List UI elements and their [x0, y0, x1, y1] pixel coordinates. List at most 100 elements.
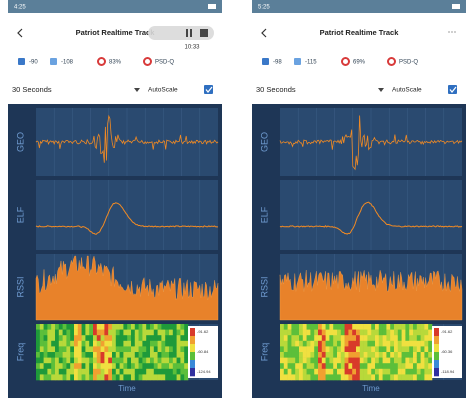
colorbar-segment	[434, 344, 439, 353]
heatmap-cell	[123, 374, 128, 381]
legend-checkbox[interactable]	[294, 58, 301, 65]
heatmap-cell	[352, 374, 357, 381]
heatmap-cell	[134, 346, 139, 353]
autoscale-checkbox[interactable]	[448, 85, 457, 94]
heatmap-cell	[367, 346, 372, 353]
heatmap-cell	[150, 335, 155, 342]
heatmap-cell	[386, 363, 391, 370]
heatmap-cell	[367, 352, 372, 358]
heatmap-cell	[287, 324, 292, 330]
heatmap-cell	[39, 368, 44, 375]
heatmap-cell	[413, 374, 418, 381]
heatmap-cell	[401, 374, 406, 381]
heatmap-cell	[314, 352, 319, 358]
heatmap-cell	[378, 363, 383, 370]
heatmap-cell	[390, 329, 395, 336]
heatmap-cell	[55, 324, 60, 330]
heatmap-cell	[180, 346, 185, 353]
back-button[interactable]	[17, 28, 23, 38]
heatmap-cell	[180, 329, 185, 336]
heatmap-cell	[157, 374, 162, 381]
heatmap-cell	[123, 335, 128, 342]
heatmap-cell	[302, 335, 307, 342]
heatmap-cell	[413, 340, 418, 347]
heatmap-cell	[150, 374, 155, 381]
heatmap-cell	[416, 374, 421, 381]
range-dropdown[interactable]: 30 Seconds	[12, 85, 52, 94]
recording-controls	[148, 26, 214, 40]
heatmap-cell	[333, 357, 338, 364]
legend-icon[interactable]	[97, 57, 106, 66]
heatmap-cell	[165, 346, 170, 353]
heatmap-cell	[306, 346, 311, 353]
heatmap-cell	[390, 368, 395, 375]
heatmap-cell	[169, 329, 174, 336]
heatmap-cell	[413, 324, 418, 330]
battery-icon	[452, 4, 460, 9]
range-dropdown[interactable]: 30 Seconds	[256, 85, 296, 94]
heatmap-cell	[424, 374, 429, 381]
heatmap-cell	[62, 340, 67, 347]
heatmap-cell	[416, 346, 421, 353]
heatmap-cell	[77, 368, 82, 375]
colorbar-segment	[190, 352, 195, 361]
heatmap-cell	[180, 357, 185, 364]
heatmap-cell	[397, 352, 402, 358]
heatmap-cell	[428, 324, 433, 330]
legend-icon[interactable]	[143, 57, 152, 66]
heatmap-cell	[401, 346, 406, 353]
pause-button[interactable]	[186, 29, 188, 37]
heatmap-cell	[386, 352, 391, 358]
heatmap-cell	[306, 363, 311, 370]
heatmap-cell	[131, 340, 136, 347]
heatmap-cell	[119, 357, 124, 364]
heatmap-cell	[340, 329, 345, 336]
stop-button[interactable]	[200, 29, 208, 37]
heatmap-cell	[119, 368, 124, 375]
legend-icon[interactable]	[387, 57, 396, 66]
heatmap-cell	[47, 357, 52, 364]
heatmap-cell	[81, 329, 86, 336]
heatmap-cell	[420, 352, 425, 358]
legend-icon[interactable]	[341, 57, 350, 66]
heatmap-cell	[43, 357, 48, 364]
colorbar-label: -60.84	[197, 349, 209, 354]
heatmap-cell	[104, 357, 109, 364]
heatmap-cell	[359, 368, 364, 375]
heatmap-cell	[93, 329, 98, 336]
heatmap-cell	[302, 324, 307, 330]
heatmap-cell	[420, 374, 425, 381]
legend-checkbox[interactable]	[50, 58, 57, 65]
legend-checkbox[interactable]	[18, 58, 25, 65]
heatmap-cell	[340, 346, 345, 353]
autoscale-label: AutoScale	[392, 87, 422, 94]
heatmap-cell	[66, 324, 71, 330]
heatmap-cell	[70, 324, 75, 330]
heatmap-cell	[119, 329, 124, 336]
heatmap-cell	[375, 368, 380, 375]
heatmap-cell	[394, 346, 399, 353]
heatmap-cell	[329, 324, 334, 330]
heatmap-cell	[428, 352, 433, 358]
heatmap-cell	[409, 368, 414, 375]
recording-time: 10:33	[184, 45, 200, 51]
heatmap-cell	[150, 352, 155, 358]
heatmap-cell	[47, 368, 52, 375]
legend-checkbox[interactable]	[262, 58, 269, 65]
heatmap-cell	[100, 329, 105, 336]
heatmap-cell	[344, 368, 349, 375]
heatmap-cell	[157, 346, 162, 353]
heatmap-cell	[176, 374, 181, 381]
legend-label: -115	[305, 60, 317, 66]
heatmap-cell	[112, 340, 117, 347]
heatmap-cell	[74, 374, 79, 381]
heatmap-cell	[321, 357, 326, 364]
heatmap-cell	[146, 346, 151, 353]
more-menu[interactable]: ⋯	[448, 26, 457, 36]
dropdown-caret	[134, 88, 140, 92]
autoscale-checkbox[interactable]	[204, 85, 213, 94]
back-button[interactable]	[261, 28, 267, 38]
heatmap-cell	[43, 374, 48, 381]
heatmap-cell	[89, 324, 94, 330]
heatmap-cell	[70, 363, 75, 370]
